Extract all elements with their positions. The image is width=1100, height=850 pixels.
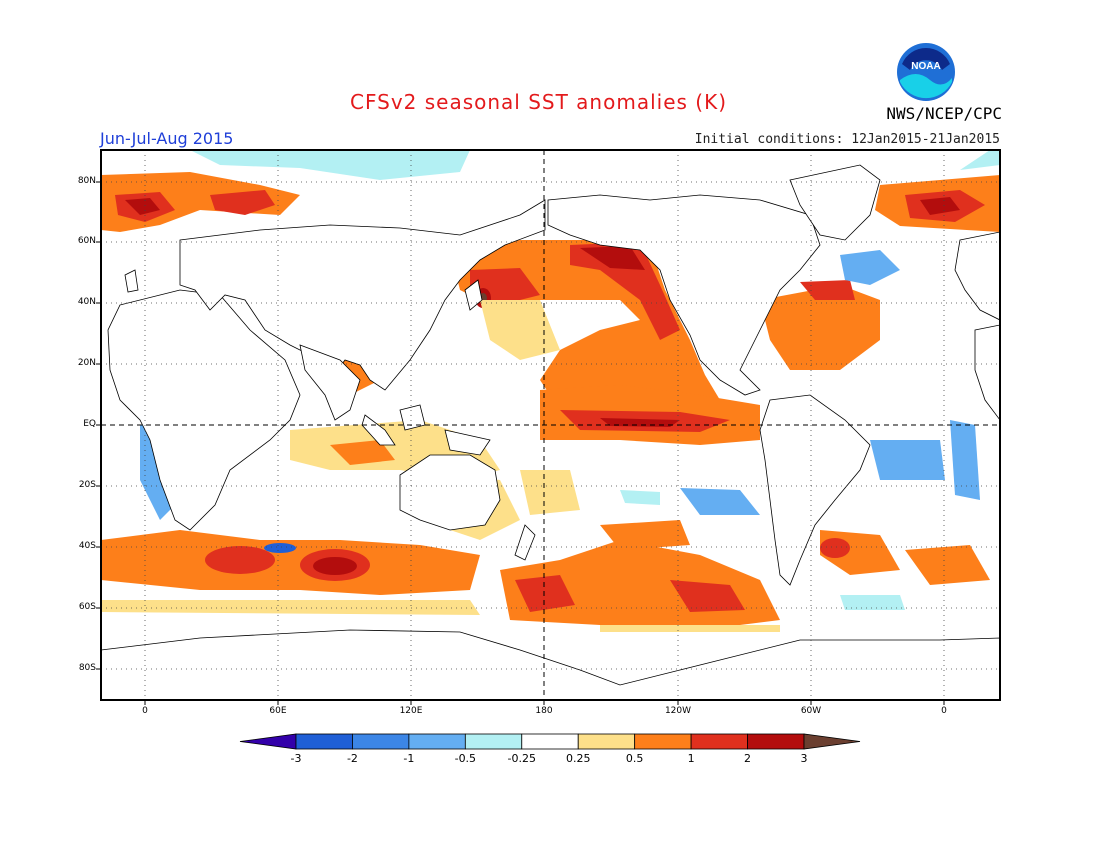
colorbar-label: -2 — [346, 752, 358, 765]
south-america — [759, 394, 871, 586]
colorbar-label: -3 — [290, 752, 302, 765]
chart-title: CFSv2 seasonal SST anomalies (K) — [350, 90, 727, 114]
lat-label: 40S — [78, 541, 96, 551]
colorbar-swatch — [634, 733, 692, 750]
arctic-cool-band-east — [960, 150, 1000, 170]
lat-label: 80N — [77, 176, 96, 186]
colorbar-swatch — [295, 733, 353, 750]
colorbar-label: -1 — [403, 752, 415, 765]
africa — [107, 289, 301, 531]
new-guinea — [444, 429, 491, 456]
lat-label: 80S — [78, 663, 96, 673]
reference-lines — [101, 150, 1000, 700]
lat-label: 20S — [78, 480, 96, 490]
north-america — [547, 194, 821, 396]
colorbar-label: -0.25 — [507, 752, 536, 765]
colorbar-swatch — [352, 733, 410, 750]
europe-east — [954, 231, 1000, 321]
colorbar-swatch — [239, 733, 297, 750]
lon-label: 120E — [399, 706, 423, 716]
colorbar-label: -0.5 — [454, 752, 477, 765]
south-pacific-cool — [680, 488, 760, 515]
sumatra — [361, 414, 396, 446]
colorbar-label: 2 — [744, 752, 752, 765]
colorbar-swatch — [577, 733, 636, 750]
lat-label: 20N — [77, 358, 96, 368]
colorbar-swatch — [464, 733, 523, 750]
colorbar-swatch — [747, 733, 805, 750]
colorbar-swatch — [690, 733, 748, 750]
season-label: Jun-Jul-Aug 2015 — [100, 129, 234, 148]
greenland — [789, 164, 881, 241]
colorbar-swatch — [803, 733, 861, 750]
lat-label: 60N — [77, 236, 96, 246]
lat-label: EQ — [83, 419, 96, 429]
colorbar-label: 1 — [687, 752, 695, 765]
noaa-logo: NOAA — [897, 43, 955, 101]
colorbar — [239, 733, 861, 750]
british-isles — [124, 269, 139, 293]
lon-label: 60W — [800, 706, 822, 716]
japan — [464, 279, 483, 311]
tick-marks — [96, 181, 945, 705]
africa-east — [974, 324, 1000, 421]
australia — [399, 454, 501, 531]
coastlines — [101, 164, 1000, 700]
colorbar-label: 0.5 — [625, 752, 644, 765]
lat-label: 40N — [77, 297, 96, 307]
initial-conditions-label: Initial conditions: 12Jan2015-21Jan2015 — [694, 132, 1000, 147]
colorbar-label: 3 — [800, 752, 808, 765]
colorbar-swatch — [521, 733, 579, 750]
southern-ocean-warm-west — [101, 530, 480, 595]
noaa-logo-text: NOAA — [911, 61, 940, 72]
lon-label: 0 — [142, 706, 148, 716]
lon-label: 60E — [269, 706, 287, 716]
antarctica — [101, 629, 1000, 700]
new-zealand — [514, 524, 536, 561]
india — [299, 344, 361, 421]
borneo — [399, 404, 426, 431]
arctic-cool-band — [190, 150, 470, 180]
north-atlantic-cool — [840, 250, 900, 285]
colorbar-label: 0.25 — [565, 752, 591, 765]
lat-label: 60S — [78, 602, 96, 612]
north-atlantic-warm — [760, 285, 880, 370]
colorbar-swatch — [408, 733, 466, 750]
lon-label: 0 — [941, 706, 947, 716]
lon-label: 180 — [535, 706, 553, 716]
lon-label: 120W — [664, 706, 692, 716]
eurasia — [179, 199, 546, 391]
agency-label: NWS/NCEP/CPC — [886, 104, 1002, 123]
